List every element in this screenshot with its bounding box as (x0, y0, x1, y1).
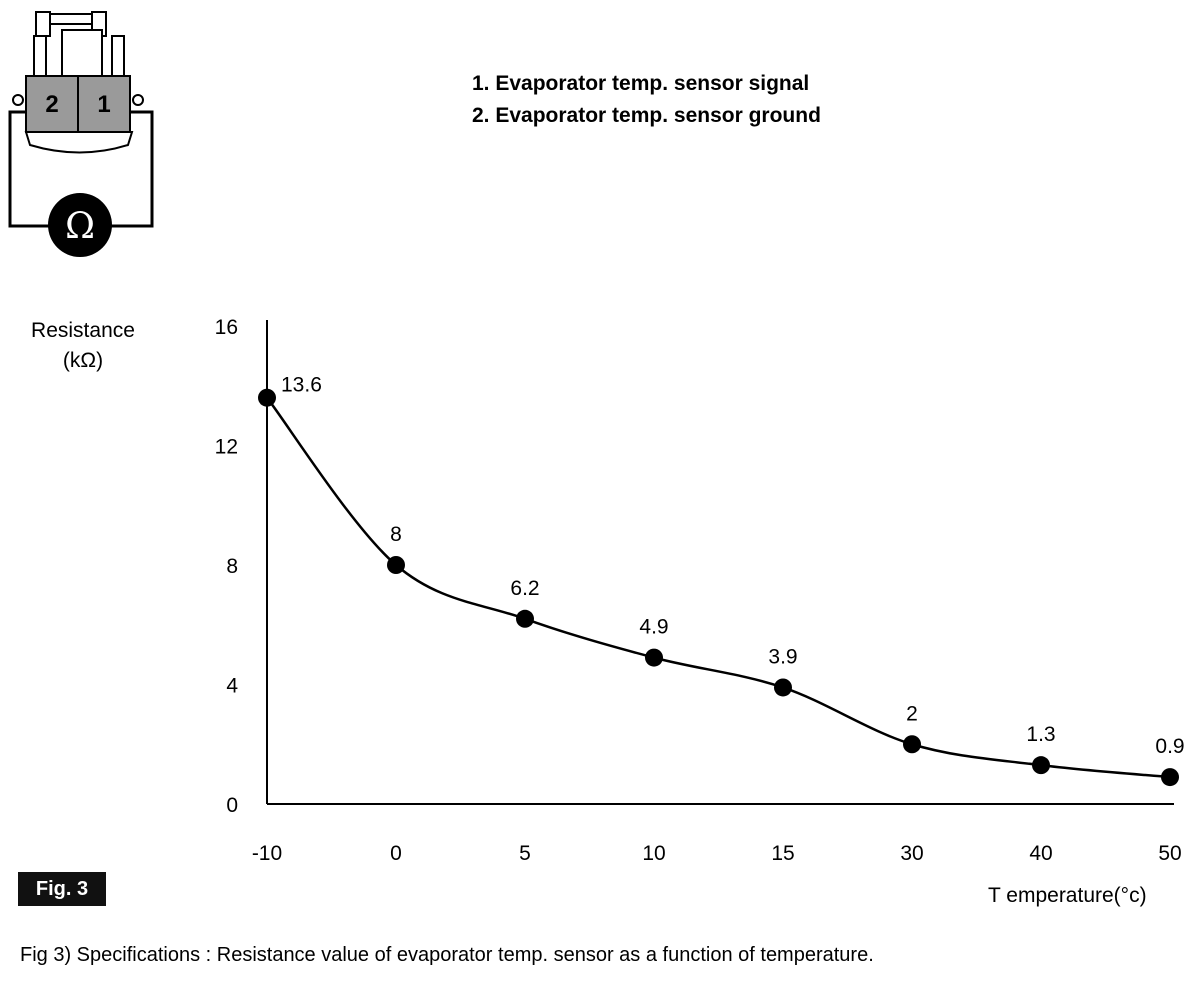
x-axis-label: T emperature(°c) (988, 884, 1147, 907)
y-tick-label: 16 (215, 316, 238, 339)
pin-label-2: 2 (45, 91, 58, 118)
data-label: 6.2 (510, 577, 539, 600)
y-tick-label: 12 (215, 436, 238, 459)
data-point (903, 735, 921, 754)
x-tick-label: 10 (642, 842, 665, 865)
legend-item-ground: 2. Evaporator temp. sensor ground (472, 104, 821, 127)
data-label: 3.9 (768, 645, 797, 668)
data-point (516, 609, 534, 628)
data-point (645, 648, 663, 667)
y-axis-label-line1: Resistance (31, 319, 135, 342)
figure-caption: Fig 3) Specifications : Resistance value… (20, 944, 874, 966)
ohm-symbol: Ω (65, 206, 95, 247)
connector-housing-top (61, 29, 103, 77)
data-point (387, 556, 405, 574)
x-tick-label: 50 (1158, 842, 1181, 865)
data-point (1032, 756, 1050, 775)
data-label: 2 (906, 702, 918, 725)
data-label: 13.6 (281, 374, 322, 397)
pin-legend: 1. Evaporator temp. sensor signal 2. Eva… (472, 68, 821, 132)
y-tick-label: 4 (226, 675, 238, 698)
y-tick-label: 8 (226, 555, 238, 578)
figure-badge: Fig. 3 (18, 872, 106, 906)
data-point (774, 678, 792, 697)
series-line (266, 396, 1171, 779)
y-axis-label: Resistance (kΩ) (18, 316, 148, 376)
data-label: 4.9 (639, 616, 668, 639)
legend-item-signal: 1. Evaporator temp. sensor signal (472, 72, 810, 95)
data-point (1161, 768, 1179, 787)
x-tick-label: -10 (252, 842, 282, 865)
data-label: 1.3 (1026, 723, 1055, 746)
x-tick-label: 0 (390, 842, 402, 865)
pin-label-1: 1 (97, 91, 110, 118)
y-axis-label-line2: (kΩ) (62, 349, 104, 372)
wire-clip-right (132, 94, 144, 106)
x-tick-label: 15 (771, 842, 794, 865)
wire-clip-left (12, 94, 24, 106)
x-tick-label: 30 (900, 842, 923, 865)
y-tick-label: 0 (226, 794, 238, 817)
connector-latch-bar (49, 13, 93, 25)
data-label: 0.9 (1155, 735, 1184, 758)
ohmmeter-icon (48, 193, 112, 257)
data-point (258, 388, 276, 407)
data-label: 8 (390, 523, 402, 546)
x-tick-label: 40 (1029, 842, 1052, 865)
connector-diagram: 2 1 Ω (8, 11, 154, 257)
x-tick-label: 5 (519, 842, 531, 865)
connector-base (24, 131, 134, 154)
